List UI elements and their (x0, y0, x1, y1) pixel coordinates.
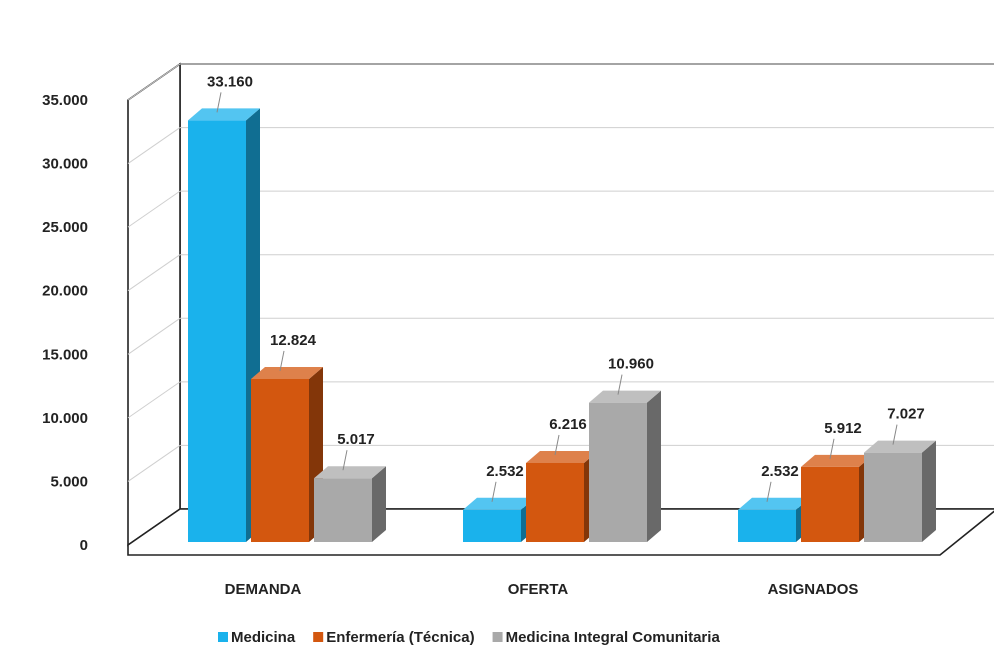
category-labels: DEMANDA OFERTA ASIGNADOS (225, 581, 859, 598)
bar-top (463, 497, 535, 510)
y-tick-label: 20.000 (42, 283, 88, 300)
legend-swatch (492, 632, 503, 642)
bar-asignados-1 (801, 466, 859, 542)
bar-side (372, 466, 386, 542)
bar-top (801, 454, 873, 467)
gridline-side (127, 190, 181, 228)
bar-asignados-2 (864, 452, 922, 542)
label-leader (617, 374, 623, 395)
bar-oferta-0 (463, 509, 521, 542)
y-tick-label: 30.000 (42, 156, 88, 173)
bar-side (647, 390, 661, 542)
legend-swatch (313, 632, 324, 642)
data-label: 6.216 (549, 416, 587, 433)
bar-top (251, 366, 323, 379)
bar-demanda-1 (251, 378, 309, 542)
category-label: DEMANDA (225, 581, 302, 598)
label-leader (491, 481, 497, 502)
y-tick-label: 35.000 (42, 92, 88, 109)
gridline-side (127, 127, 181, 164)
gridline-side (127, 381, 181, 419)
y-tick-label: 0 (80, 537, 88, 554)
legend-label: Medicina (231, 629, 296, 646)
legend-swatch (218, 632, 228, 642)
data-label: 7.027 (887, 406, 925, 423)
data-label: 33.160 (207, 73, 253, 90)
bar-demanda-2 (314, 478, 372, 542)
gridline-side (127, 63, 181, 101)
legend-label: Enfermería (Técnica) (326, 629, 474, 646)
data-label: 5.017 (337, 431, 375, 448)
bar-demanda-0 (188, 120, 246, 542)
data-label: 12.824 (270, 332, 317, 349)
legend: Medicina Enfermería (Técnica) Medicina Int… (218, 629, 720, 646)
bar-top (589, 390, 661, 403)
category-label: ASIGNADOS (768, 581, 859, 598)
legend-label: Medicina Integral Comunitaria (506, 629, 721, 646)
label-leader (216, 92, 222, 113)
y-tick-label: 10.000 (42, 410, 88, 427)
label-leader (766, 481, 772, 502)
bar-top (526, 450, 598, 463)
bar-oferta-2 (589, 402, 647, 542)
bar-top (188, 108, 260, 121)
y-tick-label: 5.000 (50, 473, 88, 490)
bar-top (738, 497, 810, 510)
label-leader (279, 350, 285, 372)
data-label: 5.912 (824, 420, 862, 437)
y-tick-label: 15.000 (42, 346, 88, 363)
data-label: 2.532 (761, 463, 799, 480)
data-labels: 33.160 12.824 5.017 2.532 6.216 10.960 2.532 5.… (207, 73, 925, 502)
bar-side (922, 440, 936, 542)
label-leader (554, 434, 560, 456)
data-label: 2.532 (486, 463, 524, 480)
y-axis-ticks: 0 5.000 10.000 15.000 20.000 25.000 30.000 35.0… (42, 92, 88, 554)
gridline-side (127, 317, 181, 355)
label-leader (829, 438, 835, 459)
side-wall (127, 62, 181, 547)
bar-asignados-0 (738, 509, 796, 542)
label-leader (892, 424, 898, 445)
gridline-side (127, 254, 181, 292)
data-label: 10.960 (608, 356, 654, 373)
y-tick-label: 25.000 (42, 219, 88, 236)
category-label: OFERTA (508, 581, 569, 598)
bars (188, 108, 936, 542)
label-leader (342, 450, 348, 471)
gridline-side (127, 445, 181, 482)
bar-top (864, 440, 936, 453)
bar-top (314, 466, 386, 479)
bar-oferta-1 (526, 462, 584, 542)
